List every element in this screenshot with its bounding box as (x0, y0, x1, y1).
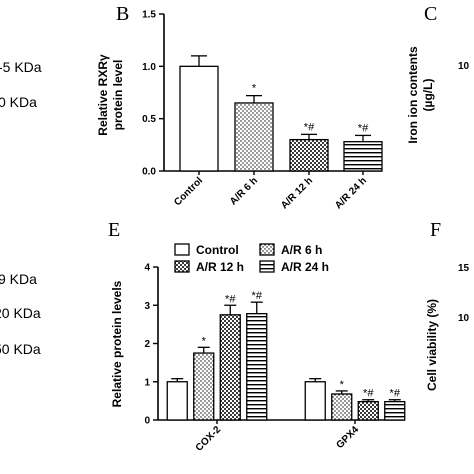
panel-letter-e: E (108, 219, 120, 241)
x-tick-label: A/R 6 h (228, 175, 260, 207)
bar (289, 138, 329, 172)
x-tick-label: Control (172, 175, 205, 208)
y-tick-label: 0.5 (142, 114, 156, 125)
chart-c-partial: Iron ion contents (µg/L) 10 (406, 46, 470, 144)
significance-mark: *# (363, 388, 374, 400)
bar (179, 65, 219, 172)
y-tick-label: 1.0 (142, 62, 156, 73)
significance-mark: * (340, 379, 345, 391)
chart-b: Relative RXRγ protein level 0.0 0.5 1.0 1.5… (96, 10, 383, 211)
significance-mark: *# (304, 121, 315, 133)
legend-label: Control (196, 243, 239, 257)
tick-label: 15 (458, 263, 470, 274)
tick-label: 10 (458, 313, 470, 324)
y-tick-label: 2 (144, 339, 150, 350)
significance-mark: *# (358, 122, 369, 134)
y-axis-label: Cell viability (%) (425, 299, 439, 391)
legend-label: A/R 6 h (281, 243, 322, 257)
panel-letter-c: C (424, 3, 437, 25)
panel-letter-b: B (116, 3, 129, 25)
bar (304, 381, 326, 421)
y-axis-label: Iron ion contents (406, 46, 420, 144)
significance-mark: *# (390, 388, 401, 400)
kda-label: 0 KDa (0, 94, 37, 110)
y-tick-label: 3 (144, 301, 150, 312)
y-tick-label: 1.5 (142, 10, 156, 21)
y-axis-label: Relative RXRγ (96, 54, 110, 136)
legend-label: A/R 24 h (281, 260, 329, 274)
chart-f-partial: Cell viability (%) 15 10 (425, 263, 470, 391)
bar (193, 352, 215, 421)
significance-mark: *# (225, 293, 236, 305)
y-axis-label: Relative protein levels (110, 280, 124, 407)
y-axis-label: protein level (111, 60, 125, 131)
y-tick-label: 0 (144, 416, 150, 427)
bar (234, 102, 274, 172)
kda-label: 50 KDa (0, 341, 41, 357)
legend-swatch (174, 243, 190, 256)
bar (331, 393, 353, 421)
panel-letter-f: F (430, 219, 441, 241)
x-tick-label: GPX4 (334, 424, 361, 451)
kda-label: 9 KDa (0, 271, 37, 287)
legend-swatch (259, 243, 275, 256)
kda-label: -5 KDa (0, 59, 42, 75)
bar (246, 313, 268, 421)
kda-label: 20 KDa (0, 305, 41, 321)
x-tick-label: A/R 12 h (279, 175, 315, 211)
chart-e: Relative protein levels 0 1 2 3 4 * *# *# COX-2 *… (110, 243, 406, 454)
legend-swatch (259, 260, 275, 273)
bar (343, 141, 383, 172)
y-tick-label: 4 (144, 263, 150, 274)
x-tick-label: A/R 24 h (333, 175, 369, 211)
bar (384, 400, 406, 421)
significance-mark: *# (252, 290, 263, 302)
x-tick-label: COX-2 (194, 424, 224, 454)
y-tick-label: 1 (144, 377, 150, 388)
legend-swatch (174, 260, 190, 273)
bar (357, 400, 379, 421)
y-axis-label: (µg/L) (421, 79, 435, 112)
tick-label: 10 (458, 61, 470, 72)
bar (166, 381, 188, 421)
significance-mark: * (202, 335, 207, 347)
significance-mark: * (252, 83, 257, 95)
bar (219, 314, 241, 421)
y-tick-label: 0.0 (142, 167, 156, 178)
legend-label: A/R 12 h (196, 260, 244, 274)
